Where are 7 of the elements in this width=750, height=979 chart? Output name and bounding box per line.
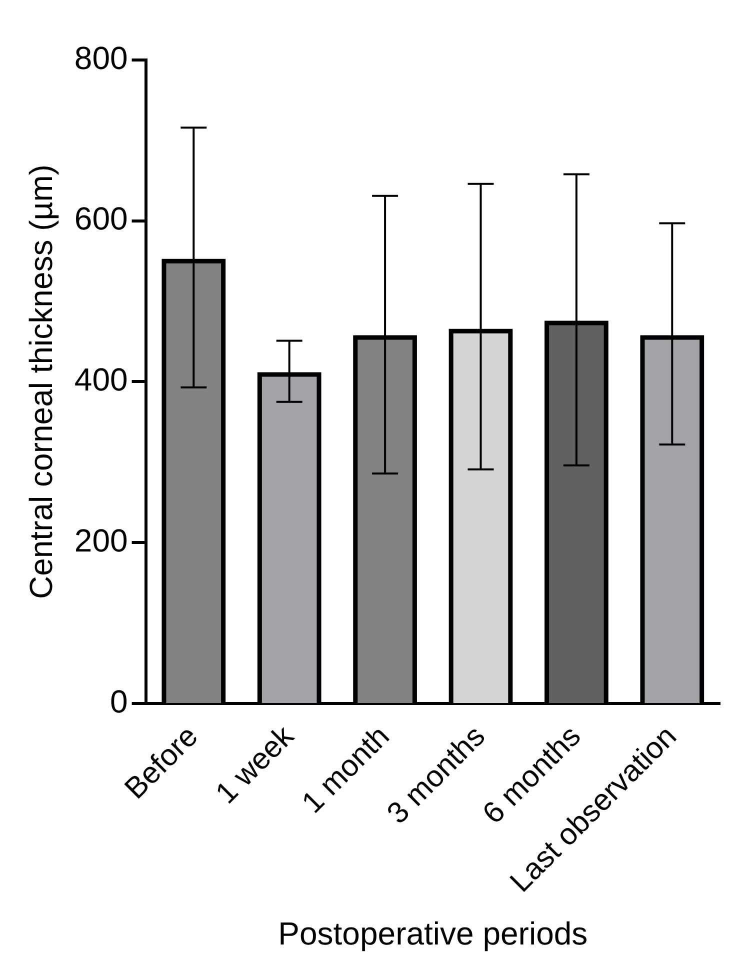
y-tick-label: 800 [74, 40, 128, 76]
y-tick-label: 400 [74, 362, 128, 398]
y-tick-label: 0 [110, 683, 128, 720]
y-tick-label: 600 [74, 200, 128, 237]
y-tick-label: 200 [74, 522, 128, 558]
y-axis-title: Central corneal thickness (µm) [23, 164, 60, 600]
x-axis-title: Postoperative periods [278, 916, 588, 952]
